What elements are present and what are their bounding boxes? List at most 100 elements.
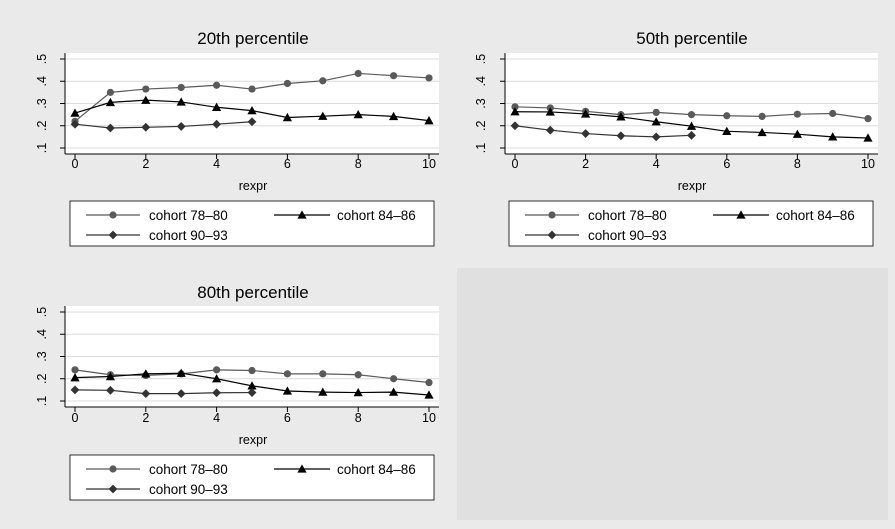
x-tick-label: 6 bbox=[723, 157, 730, 171]
data-point bbox=[318, 111, 328, 120]
y-tick-label: .5 bbox=[35, 54, 49, 64]
data-point bbox=[424, 390, 434, 399]
legend-box bbox=[69, 454, 435, 501]
data-point bbox=[176, 122, 186, 131]
series-line bbox=[514, 125, 692, 138]
data-point bbox=[390, 72, 398, 80]
y-tick-label: .1 bbox=[35, 143, 49, 153]
y-tick-label: .3 bbox=[474, 98, 488, 108]
legend-key-cohort-78-80 bbox=[86, 211, 140, 219]
panel-20th-percentile: 20th percentile rexpr cohort 78–80 cohor… bbox=[18, 18, 448, 268]
plot-area: .1 .2 .3 .4 .5 0 2 4 6 8 10 bbox=[35, 53, 439, 171]
x-tick-label: 8 bbox=[355, 411, 362, 425]
legend-key-cohort-78-80 bbox=[86, 465, 140, 473]
y-tick-label: .5 bbox=[474, 54, 488, 64]
plot-area: .1 .2 .3 .4 .5 0 2 4 6 8 10 bbox=[474, 53, 878, 171]
legend-label-cohort-90-93: cohort 90–93 bbox=[588, 228, 667, 243]
data-point bbox=[722, 126, 732, 135]
panel-title: 20th percentile bbox=[197, 29, 309, 48]
panel-50th-percentile: 50th percentile rexpr cohort 78–80 cohor… bbox=[457, 18, 888, 268]
legend-key-marker bbox=[548, 211, 556, 219]
data-point bbox=[247, 117, 257, 127]
data-point bbox=[176, 368, 186, 377]
data-point bbox=[510, 107, 520, 116]
data-point bbox=[283, 79, 291, 88]
data-point bbox=[863, 133, 873, 142]
data-point bbox=[176, 389, 186, 399]
legend-key-cohort-90-93 bbox=[86, 230, 140, 240]
x-tick-label: 2 bbox=[582, 157, 589, 171]
data-point bbox=[247, 388, 257, 397]
legend-key-cohort-90-93 bbox=[525, 230, 579, 240]
data-point bbox=[141, 369, 151, 378]
data-point bbox=[177, 83, 185, 92]
data-point bbox=[723, 112, 731, 120]
data-point bbox=[105, 97, 115, 107]
data-point bbox=[106, 88, 114, 96]
data-point bbox=[353, 110, 363, 119]
x-tick-label: 8 bbox=[794, 157, 801, 171]
panel-80th-percentile: 80th percentile rexpr cohort 78–80 cohor… bbox=[18, 268, 448, 520]
series-line bbox=[74, 389, 253, 395]
data-point bbox=[828, 132, 838, 141]
x-axis-label: rexpr bbox=[239, 179, 267, 193]
legend-key-cohort-84-86 bbox=[713, 210, 769, 219]
data-point bbox=[212, 102, 222, 111]
legend-key-marker bbox=[736, 210, 746, 219]
data-point bbox=[106, 123, 115, 133]
x-tick-label: 4 bbox=[213, 411, 220, 425]
series-cohort-84-86 bbox=[70, 368, 434, 399]
legend: cohort 78–80 cohort 84–86 cohort 90–93 bbox=[508, 200, 874, 247]
series-cohort-90-93 bbox=[510, 121, 696, 142]
legend-box bbox=[69, 200, 435, 247]
data-point bbox=[318, 387, 328, 396]
plot-area: .1 .2 .3 .4 .5 0 2 4 6 8 10 bbox=[35, 306, 439, 425]
empty-panel bbox=[457, 265, 888, 520]
data-point bbox=[616, 131, 626, 141]
series-cohort-84-86 bbox=[510, 107, 873, 142]
data-point bbox=[758, 112, 766, 121]
legend-key-marker bbox=[109, 211, 117, 219]
x-tick-label: 4 bbox=[213, 157, 220, 171]
legend-key-marker bbox=[297, 464, 307, 473]
y-tick-label: .2 bbox=[474, 120, 488, 130]
data-point bbox=[213, 81, 221, 89]
data-point bbox=[213, 366, 221, 374]
data-point bbox=[687, 130, 696, 140]
y-tick-label: .4 bbox=[474, 76, 488, 86]
data-point bbox=[425, 378, 433, 387]
data-point bbox=[71, 366, 79, 374]
data-point bbox=[864, 115, 872, 123]
data-point bbox=[319, 77, 327, 85]
data-point bbox=[425, 74, 433, 82]
data-point bbox=[247, 381, 257, 390]
legend: cohort 78–80 cohort 84–86 cohort 90–93 bbox=[69, 200, 435, 247]
data-point bbox=[389, 387, 399, 396]
data-point bbox=[176, 97, 186, 106]
y-tick-label: .3 bbox=[35, 98, 49, 108]
data-point bbox=[212, 388, 221, 398]
legend-label-cohort-84-86: cohort 84–86 bbox=[337, 462, 416, 477]
x-tick-label: 6 bbox=[284, 411, 291, 425]
legend-box bbox=[508, 200, 874, 247]
series-cohort-90-93 bbox=[70, 385, 257, 399]
x-tick-label: 4 bbox=[653, 157, 660, 171]
y-tick-label: .2 bbox=[35, 120, 49, 130]
data-point bbox=[651, 132, 661, 142]
data-point bbox=[545, 107, 555, 116]
x-tick-label: 10 bbox=[422, 411, 436, 425]
series-line bbox=[74, 121, 253, 129]
data-point bbox=[282, 386, 292, 395]
data-point bbox=[793, 110, 802, 118]
data-point bbox=[212, 374, 222, 383]
y-tick-label: .5 bbox=[35, 307, 49, 317]
y-tick-label: .2 bbox=[35, 373, 49, 383]
series-cohort-90-93 bbox=[70, 117, 257, 133]
legend-label-cohort-78-80: cohort 78–80 bbox=[588, 208, 667, 223]
data-point bbox=[757, 127, 767, 137]
data-point bbox=[829, 109, 837, 118]
data-point bbox=[282, 112, 292, 122]
data-point bbox=[545, 125, 555, 135]
